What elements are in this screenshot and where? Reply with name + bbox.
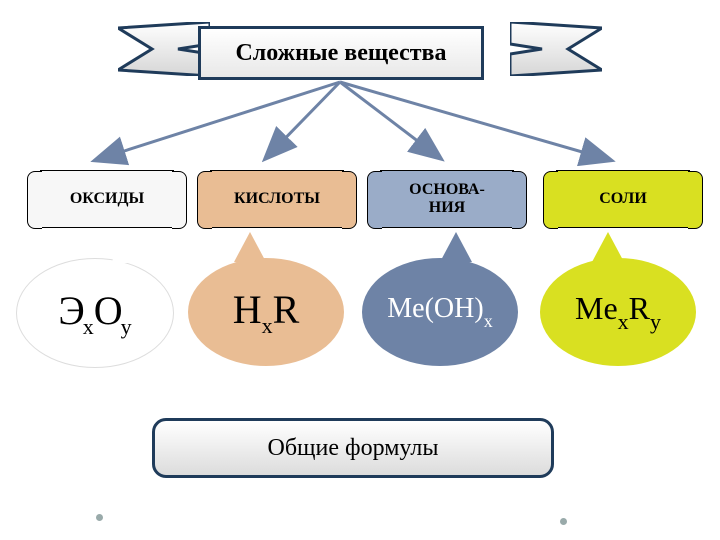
category-oxides-label: ОКСИДЫ [70, 190, 144, 208]
category-salts-label: СОЛИ [599, 190, 647, 208]
category-oxides: ОКСИДЫ [40, 170, 174, 228]
scroll-cap-icon [342, 171, 357, 229]
formula-bases: Me(OH)x [387, 293, 492, 332]
decorative-dot-icon [560, 518, 567, 525]
scroll-cap-icon [543, 171, 558, 229]
header-title: Сложные вещества [235, 40, 446, 67]
bubble-tail-icon [592, 232, 624, 262]
header-ribbon: Сложные вещества [198, 26, 484, 80]
category-bases-label: ОСНОВА- НИЯ [409, 181, 485, 216]
formula-acids: HxR [233, 286, 300, 339]
bubble-tail-icon [234, 232, 266, 262]
bubble-tail-icon [111, 233, 143, 263]
scroll-cap-icon [367, 171, 382, 229]
scroll-cap-icon [688, 171, 703, 229]
category-acids: КИСЛОТЫ [210, 170, 344, 228]
footer-label: Общие формулы [268, 435, 439, 462]
scroll-cap-icon [197, 171, 212, 229]
diagram-stage: Сложные вещества ОКСИДЫ КИСЛОТЫ ОСНОВА- … [0, 0, 720, 540]
bubble-tail-icon [440, 232, 472, 262]
bubble-salts: MexRy [540, 258, 696, 366]
formula-salts: MexRy [575, 290, 661, 335]
category-salts: СОЛИ [556, 170, 690, 228]
category-bases: ОСНОВА- НИЯ [380, 170, 514, 228]
footer-box: Общие формулы [152, 418, 554, 478]
bubble-acids: HxR [188, 258, 344, 366]
category-acids-label: КИСЛОТЫ [234, 190, 320, 208]
formula-oxides: ЭxOy [58, 287, 131, 340]
bubble-oxides: ЭxOy [16, 258, 174, 368]
scroll-cap-icon [172, 171, 187, 229]
bubble-bases: Me(OH)x [362, 258, 518, 366]
scroll-cap-icon [512, 171, 527, 229]
scroll-cap-icon [27, 171, 42, 229]
ribbon-tail-right-icon [510, 22, 602, 76]
decorative-dot-icon [96, 514, 103, 521]
ribbon-tail-left-icon [118, 22, 210, 76]
